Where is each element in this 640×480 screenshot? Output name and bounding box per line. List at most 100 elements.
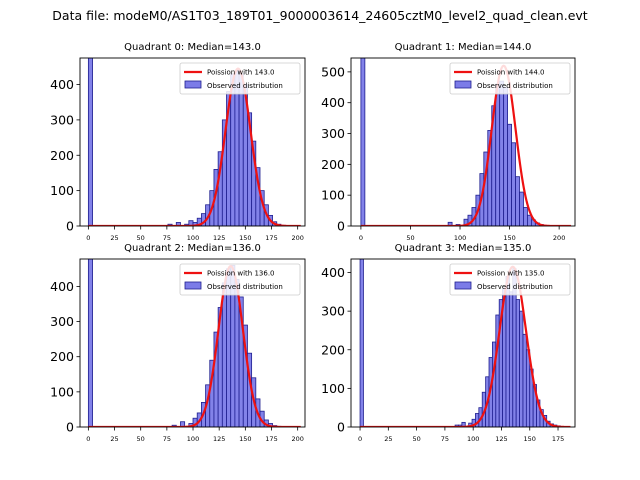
histogram-bar xyxy=(515,299,520,427)
legend-bar-swatch xyxy=(184,80,202,89)
y-tick-label: 100 xyxy=(321,188,345,203)
y-tick-label: 100 xyxy=(50,183,74,198)
y-tick-label: 400 xyxy=(321,95,345,110)
y-tick-label: 300 xyxy=(50,314,74,329)
histogram-bar xyxy=(503,86,509,226)
x-tick-label: 25 xyxy=(110,435,118,443)
histogram-bar xyxy=(499,80,505,226)
legend-box xyxy=(179,263,301,296)
x-tick-label: 50 xyxy=(137,234,145,242)
x-tick-label: 125 xyxy=(213,435,225,443)
legend-bar-swatch xyxy=(184,281,202,290)
histogram-bar xyxy=(447,221,453,226)
subplot-quadrant-0: 0 25 50 75 100 125 150 175 200 0 100 200 300 400 Quadr… xyxy=(50,42,306,242)
subplot-quadrant-2: 0 25 50 75 100 125 150 175 200 0 100 200 300 400 Quadr… xyxy=(50,243,306,443)
x-tick-label: 200 xyxy=(291,234,303,242)
legend-bar-swatch xyxy=(454,80,472,89)
x-tick-label: 0 xyxy=(86,435,90,443)
legend: Poission with 144.0 Observed distribution xyxy=(449,62,571,95)
subplot-title: Quadrant 1: Median=144.0 xyxy=(395,42,532,53)
histogram-bar xyxy=(505,275,510,427)
x-tick-label: 125 xyxy=(495,435,507,443)
x-tick-label: 75 xyxy=(163,435,171,443)
x-tick-label: 25 xyxy=(110,234,118,242)
y-tick-label: 200 xyxy=(50,349,74,364)
y-tick-label: 400 xyxy=(50,77,74,92)
histogram-bar xyxy=(495,83,501,226)
y-tick-label: 300 xyxy=(321,304,345,319)
y-tick-label: 500 xyxy=(321,64,345,79)
x-tick-label: 150 xyxy=(524,435,536,443)
x-tick-label: 100 xyxy=(187,435,199,443)
x-tick-label: 100 xyxy=(187,234,199,242)
x-tick-label: 175 xyxy=(552,435,564,443)
legend-bar-swatch xyxy=(454,281,472,290)
legend-label-poisson: Poission with 136.0 xyxy=(207,270,275,278)
subplot-quadrant-3: 0 25 50 75 100 125 150 175 0 100 200 300 400 Quadrant… xyxy=(321,243,576,443)
legend-label-observed: Observed distribution xyxy=(477,283,553,291)
y-tick-label: 300 xyxy=(321,126,345,141)
x-tick-label: 0 xyxy=(358,435,362,443)
poisson-fit-line xyxy=(88,264,301,427)
x-tick-label: 125 xyxy=(213,234,225,242)
subplot-title: Quadrant 2: Median=136.0 xyxy=(124,243,261,254)
x-tick-label: 100 xyxy=(467,435,479,443)
x-tick-label: 175 xyxy=(265,435,277,443)
y-tick-label: 100 xyxy=(50,384,74,399)
subplot-title: Quadrant 3: Median=135.0 xyxy=(395,243,532,254)
legend-label-observed: Observed distribution xyxy=(207,283,283,291)
histogram-bar xyxy=(511,142,516,226)
histogram-bar xyxy=(238,73,244,226)
legend-label-poisson: Poission with 135.0 xyxy=(477,270,545,278)
y-tick-label: 0 xyxy=(337,219,345,234)
subplot-grid: 0 25 50 75 100 125 150 175 200 0 100 200 300 400 Quadr… xyxy=(50,42,576,443)
histogram-bar xyxy=(527,214,532,226)
y-tick-label: 400 xyxy=(321,265,345,280)
axes-frame xyxy=(79,57,306,227)
y-tick-label: 200 xyxy=(321,342,345,357)
y-tick-label: 0 xyxy=(66,219,74,234)
poisson-fit-line xyxy=(360,64,572,226)
histogram-bar xyxy=(175,222,181,226)
figure-suptitle: Data file: modeM0/AS1T03_189T01_90000036… xyxy=(52,8,587,23)
histogram-bar xyxy=(519,310,524,427)
x-tick-label: 75 xyxy=(441,435,449,443)
axes-frame xyxy=(350,258,576,428)
legend-label-poisson: Poission with 144.0 xyxy=(477,69,545,77)
legend-box xyxy=(449,62,571,95)
legend-label-observed: Observed distribution xyxy=(477,82,553,90)
x-tick-label: 200 xyxy=(553,234,565,242)
subplot-title: Quadrant 0: Median=143.0 xyxy=(124,42,261,53)
legend: Poission with 136.0 Observed distribution xyxy=(179,263,301,296)
histogram-bar xyxy=(515,176,520,226)
y-tick-label: 100 xyxy=(321,381,345,396)
x-tick-label: 150 xyxy=(239,234,251,242)
subplot-quadrant-1: 0 50 100 150 200 0 100 200 300 400 500 Quadrant 1: … xyxy=(321,42,576,242)
x-tick-label: 100 xyxy=(454,234,466,242)
x-tick-label: 50 xyxy=(137,435,145,443)
histogram-bar xyxy=(508,291,514,427)
x-tick-label: 0 xyxy=(359,234,363,242)
x-tick-label: 50 xyxy=(412,435,420,443)
y-tick-label: 0 xyxy=(337,420,345,435)
x-tick-label: 0 xyxy=(86,234,90,242)
histogram-bar xyxy=(507,123,512,226)
x-tick-label: 150 xyxy=(239,435,251,443)
y-tick-label: 200 xyxy=(50,148,74,163)
histogram-bar xyxy=(180,421,186,427)
axes-frame xyxy=(350,57,576,227)
legend: Poission with 143.0 Observed distribution xyxy=(179,62,301,95)
legend-label-poisson: Poission with 143.0 xyxy=(207,69,275,77)
x-tick-label: 25 xyxy=(384,435,392,443)
y-tick-label: 400 xyxy=(50,279,74,294)
y-tick-label: 300 xyxy=(50,112,74,127)
histogram-bar xyxy=(221,282,227,427)
histogram-bar xyxy=(359,259,364,427)
legend: Poission with 135.0 Observed distribution xyxy=(449,263,571,296)
x-tick-label: 75 xyxy=(163,234,171,242)
histogram-bar xyxy=(230,73,236,226)
y-tick-label: 0 xyxy=(66,420,74,435)
legend-box xyxy=(449,263,571,296)
y-tick-label: 200 xyxy=(321,157,345,172)
histogram-bar xyxy=(523,207,528,226)
